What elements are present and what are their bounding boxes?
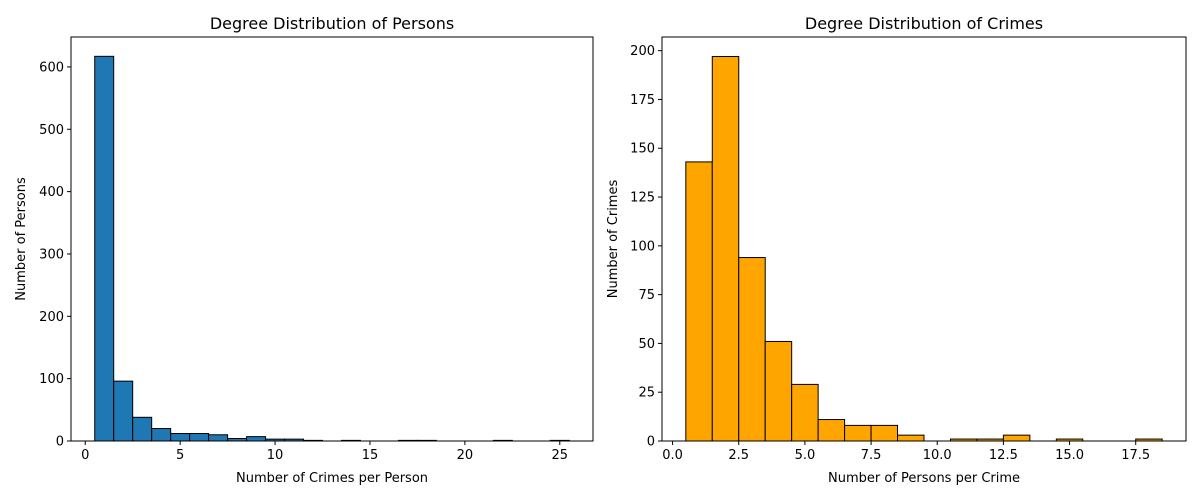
bar-8 xyxy=(246,436,267,442)
bar-0 xyxy=(94,55,115,442)
bar-2 xyxy=(738,257,766,442)
bar-4 xyxy=(170,433,191,442)
y-tick-label: 400 xyxy=(39,185,64,200)
x-tick-label: 0.0 xyxy=(662,448,683,463)
bar-5 xyxy=(189,433,210,442)
bar-2 xyxy=(132,416,153,442)
x-tick-label: 10.0 xyxy=(923,448,952,463)
y-tick-label: 125 xyxy=(630,191,655,206)
x-tick-label: 20 xyxy=(457,448,474,463)
y-tick-label: 100 xyxy=(39,372,64,387)
y-tick-label: 500 xyxy=(39,123,64,138)
x-tick-label: 2.5 xyxy=(728,448,749,463)
y-axis-label: Number of Persons xyxy=(14,177,29,301)
bar-6 xyxy=(208,434,229,442)
x-axis-label: Number of Persons per Crime xyxy=(828,471,1020,486)
y-axis-ticks: 0 100 200 300 400 500 600 xyxy=(39,60,71,450)
y-tick-label: 200 xyxy=(630,44,655,59)
x-tick-label: 17.5 xyxy=(1121,448,1150,463)
y-tick-label: 100 xyxy=(630,239,655,254)
plot-frame xyxy=(661,36,1187,442)
crimes-histogram: Degree Distribution of Crimes 0.0 2.5 5.0 7… xyxy=(606,14,1187,486)
x-tick-label: 5.0 xyxy=(795,448,816,463)
x-axis-ticks: 0 5 10 15 20 25 xyxy=(81,441,568,463)
bar-3 xyxy=(151,428,172,442)
y-tick-label: 25 xyxy=(638,386,655,401)
x-axis-label: Number of Crimes per Person xyxy=(236,471,428,486)
y-tick-label: 0 xyxy=(56,435,64,450)
y-tick-label: 200 xyxy=(39,310,64,325)
bars xyxy=(685,56,1163,442)
y-tick-label: 150 xyxy=(630,142,655,157)
bar-1 xyxy=(711,56,740,442)
bar-4 xyxy=(791,383,819,442)
x-tick-label: 5 xyxy=(176,448,184,463)
x-tick-label: 7.5 xyxy=(861,448,882,463)
chart-title: Degree Distribution of Persons xyxy=(210,14,454,33)
y-tick-label: 75 xyxy=(638,288,655,303)
y-tick-label: 300 xyxy=(39,247,64,262)
bar-5 xyxy=(817,419,846,442)
bar-7 xyxy=(870,424,899,442)
plot-frame xyxy=(70,36,594,442)
y-tick-label: 0 xyxy=(647,435,655,450)
y-tick-label: 50 xyxy=(638,337,655,352)
y-tick-label: 600 xyxy=(39,60,64,75)
x-tick-label: 0 xyxy=(81,448,89,463)
bar-6 xyxy=(844,424,872,442)
bar-3 xyxy=(764,340,793,442)
y-axis-label: Number of Crimes xyxy=(606,180,621,299)
y-tick-label: 175 xyxy=(630,93,655,108)
bars xyxy=(94,55,570,442)
persons-histogram: Degree Distribution of Persons 0 5 10 15 20 2… xyxy=(14,14,594,486)
x-axis-ticks: 0.0 2.5 5.0 7.5 10.0 12.5 15.0 17.5 xyxy=(662,441,1150,463)
y-axis-ticks: 0 25 50 75 100 125 150 175 200 xyxy=(630,44,662,450)
bar-8 xyxy=(897,434,925,442)
x-tick-label: 15 xyxy=(362,448,379,463)
chart-title: Degree Distribution of Crimes xyxy=(805,14,1043,33)
bar-1 xyxy=(113,380,134,442)
x-tick-label: 25 xyxy=(552,448,569,463)
x-tick-label: 12.5 xyxy=(989,448,1018,463)
x-tick-label: 10 xyxy=(267,448,284,463)
bar-0 xyxy=(685,161,713,442)
bar-11 xyxy=(1002,434,1031,442)
x-tick-label: 15.0 xyxy=(1055,448,1084,463)
